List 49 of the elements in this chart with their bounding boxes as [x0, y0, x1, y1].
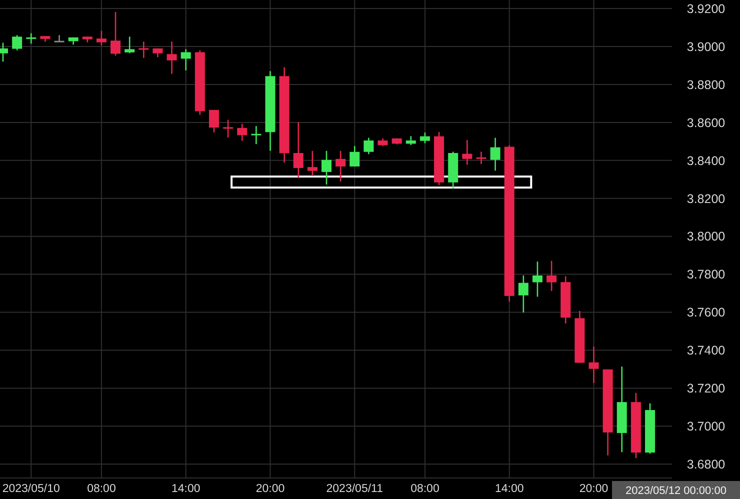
x-tick-label: 08:00 — [410, 483, 440, 495]
candlestick — [180, 48, 191, 72]
y-tick-label: 3.8600 — [686, 116, 726, 130]
candlestick — [336, 150, 346, 182]
candlestick — [54, 34, 64, 42]
candlestick — [364, 137, 374, 155]
candlestick — [223, 119, 234, 138]
x-tick-label: 2023/05/11 — [326, 483, 383, 495]
candlestick — [166, 40, 177, 74]
candlestick — [476, 151, 486, 165]
candlestick — [251, 125, 262, 145]
candlestick — [588, 346, 599, 384]
y-tick-label: 3.8200 — [686, 192, 726, 206]
y-tick-label: 3.8000 — [686, 230, 726, 244]
candlestick — [462, 139, 472, 166]
candlestick — [96, 30, 106, 46]
candlestick — [307, 150, 318, 177]
candlestick — [490, 137, 500, 172]
text: 2023/05/12 00:00:00 — [626, 485, 726, 497]
candlestick — [26, 32, 36, 44]
candlestick — [518, 274, 528, 314]
x-tick-label: 2023/05/10 — [2, 483, 60, 495]
candlestick — [546, 260, 557, 292]
x-tick-label: 20:00 — [256, 483, 285, 495]
y-tick-label: 3.9000 — [686, 40, 726, 54]
y-tick-label: 3.8400 — [686, 154, 726, 168]
x-tick-label: 14:00 — [171, 483, 200, 495]
candlestick — [532, 260, 542, 298]
candlestick — [208, 109, 219, 134]
candlestick — [110, 11, 121, 56]
x-tick-label: 14:00 — [494, 483, 524, 495]
y-tick-label: 3.7200 — [686, 382, 726, 396]
candlestick — [237, 123, 248, 142]
y-tick-label: 3.7400 — [686, 344, 726, 358]
candlestick — [350, 145, 360, 168]
y-tick-label: 3.9200 — [686, 2, 726, 16]
candlestick — [12, 34, 22, 51]
candlestick — [293, 121, 304, 178]
candlestick — [322, 150, 332, 186]
y-tick-label: 3.8800 — [686, 78, 726, 92]
candlestick — [420, 132, 430, 144]
x-tick-label: 08:00 — [87, 483, 116, 495]
y-tick-label: 3.7600 — [686, 306, 726, 320]
x-tick-label: 20:00 — [579, 483, 608, 495]
candlestick — [138, 40, 149, 59]
y-tick-label: 3.6800 — [686, 458, 726, 472]
y-tick-label: 3.7000 — [686, 420, 726, 434]
candlestick — [124, 36, 135, 54]
y-tick-label: 3.7800 — [686, 268, 726, 282]
